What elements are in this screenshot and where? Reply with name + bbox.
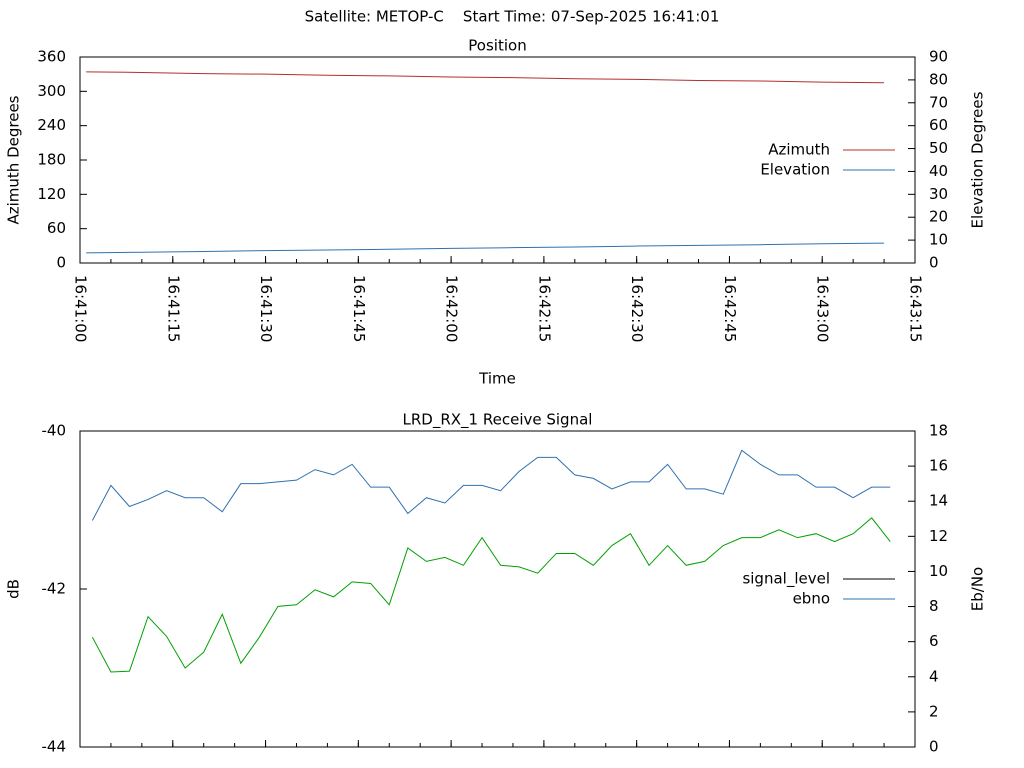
x-tick-label: 16:41:45 [350, 275, 368, 342]
x-axis-label: Time [478, 370, 516, 388]
x-tick-label: 16:42:45 [721, 275, 739, 342]
chart-title: LRD_RX_1 Receive Signal [403, 411, 593, 430]
series-line [91, 517, 891, 673]
y-tick-label: -40 [42, 422, 67, 440]
y2-tick-label: 18 [929, 422, 948, 440]
y-tick-label: 0 [56, 254, 66, 272]
x-tick-label: 16:42:30 [628, 275, 646, 342]
x-tick-label: 16:41:30 [257, 275, 275, 342]
legend-label: ebno [793, 590, 830, 608]
y2-tick-label: 6 [929, 632, 939, 650]
series-line [86, 71, 885, 84]
y-tick-label: 60 [47, 219, 66, 237]
series-line [91, 449, 891, 521]
y2-tick-label: 12 [929, 527, 948, 545]
y2-tick-label: 60 [929, 116, 948, 134]
y-tick-label: 300 [37, 82, 66, 100]
y2-axis-label: Eb/No [969, 567, 987, 611]
series-line [86, 242, 885, 254]
y2-tick-label: 80 [929, 70, 948, 88]
y2-tick-label: 20 [929, 208, 948, 226]
x-tick-label: 16:43:00 [814, 275, 832, 342]
y-tick-label: -42 [42, 580, 67, 598]
y-axis-label: Azimuth Degrees [5, 95, 23, 224]
legend-label: signal_level [742, 570, 830, 589]
y2-tick-label: 8 [929, 597, 939, 615]
legend-label: Azimuth [768, 141, 830, 159]
y-tick-label: 120 [37, 185, 66, 203]
y2-tick-label: 30 [929, 185, 948, 203]
y2-axis-label: Elevation Degrees [969, 91, 987, 228]
legend-label: Elevation [760, 161, 830, 179]
y2-tick-label: 4 [929, 667, 939, 685]
x-tick-label: 16:41:00 [72, 275, 90, 342]
y2-tick-label: 70 [929, 93, 948, 111]
figure-header: Satellite: METOP-C Start Time: 07-Sep-20… [305, 8, 720, 26]
y2-tick-label: 10 [929, 562, 948, 580]
y2-tick-label: 2 [929, 702, 939, 720]
x-tick-label: 16:43:15 [907, 275, 925, 342]
y2-tick-label: 16 [929, 457, 948, 475]
y-tick-label: 240 [37, 116, 66, 134]
y2-tick-label: 40 [929, 162, 948, 180]
x-tick-label: 16:41:15 [164, 275, 182, 342]
y-tick-label: -44 [42, 738, 67, 756]
y2-tick-label: 14 [929, 492, 948, 510]
y2-tick-label: 90 [929, 48, 948, 66]
chart-title: Position [468, 37, 526, 55]
y2-tick-label: 0 [929, 738, 939, 756]
y2-tick-label: 0 [929, 254, 939, 272]
y-tick-label: 180 [37, 151, 66, 169]
y-axis-label: dB [5, 579, 23, 599]
y-tick-label: 360 [37, 48, 66, 66]
y2-tick-label: 50 [929, 139, 948, 157]
x-tick-label: 16:42:15 [535, 275, 553, 342]
y2-tick-label: 10 [929, 231, 948, 249]
x-tick-label: 16:42:00 [443, 275, 461, 342]
